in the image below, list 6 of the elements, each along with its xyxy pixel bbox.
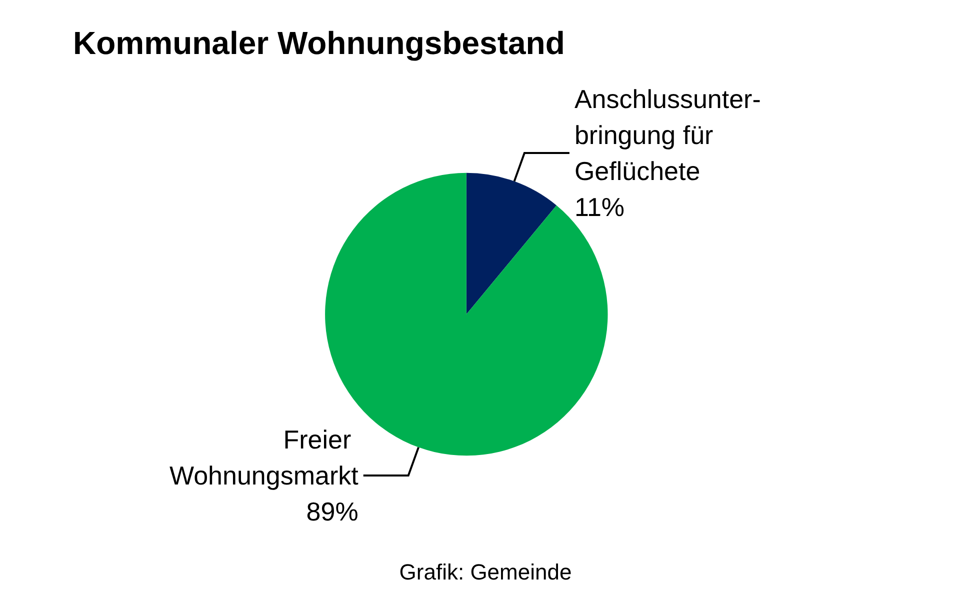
chart-title: Kommunaler Wohnungsbestand: [73, 25, 565, 61]
data-label: 11%: [574, 192, 625, 222]
slice-label: Freier Wohnungsmarkt: [170, 424, 360, 491]
data-label: 89%: [306, 496, 358, 527]
text: Grafik: Gemeinde: [399, 560, 572, 584]
slice-label: Anschlussunter-bringung für Geflüchete: [574, 84, 761, 186]
